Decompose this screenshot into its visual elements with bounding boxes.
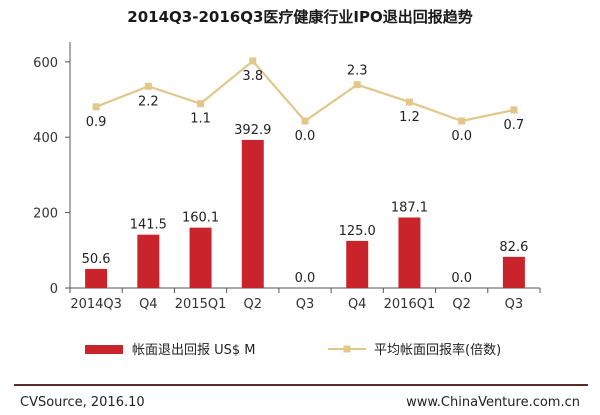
- x-tick-label: Q3: [296, 297, 315, 312]
- bar: [137, 234, 160, 288]
- line-data-label: 2.2: [138, 94, 159, 109]
- bar-data-label: 82.6: [499, 240, 528, 255]
- line-data-label: 2.3: [347, 64, 368, 79]
- bar-data-label: 125.0: [339, 224, 376, 239]
- x-tick-label: Q2: [452, 297, 471, 312]
- x-tick-label: 2016Q1: [384, 297, 436, 312]
- line-data-label: 1.1: [190, 112, 211, 127]
- line-data-label: 0.7: [504, 118, 525, 133]
- legend-bar-swatch: [85, 345, 123, 354]
- line-series: 0.9 2.2 1.1 3.8 0.0 2.3 1.2 0.0 0.7: [86, 57, 525, 144]
- chart-title: 2014Q3-2016Q3医疗健康行业IPO退出回报趋势: [127, 8, 472, 26]
- bar-data-label: 0.0: [295, 271, 316, 286]
- legend-line-label: 平均帐面回报率(倍数): [374, 342, 501, 358]
- line-data-label: 0.0: [451, 129, 472, 144]
- line-data-label: 3.8: [242, 69, 263, 84]
- y-tick-label: 200: [33, 207, 58, 222]
- line-point: [510, 106, 518, 114]
- bar: [502, 256, 525, 288]
- line-path: [95, 59, 515, 123]
- bar-data-label: 187.1: [391, 200, 428, 215]
- bar: [189, 227, 212, 288]
- bar: [85, 268, 108, 288]
- x-tick-label: Q3: [505, 297, 524, 312]
- line-point: [92, 103, 100, 111]
- line-data-label: 0.9: [86, 115, 107, 130]
- legend-line-marker: [343, 345, 351, 353]
- line-point: [197, 100, 205, 108]
- line-data-label: 0.0: [295, 129, 316, 144]
- bar-data-label: 141.5: [130, 218, 167, 233]
- x-tick-label: Q4: [139, 297, 158, 312]
- line-data-label: 1.2: [399, 110, 420, 125]
- x-tick-label: Q2: [244, 297, 263, 312]
- y-tick-label: 400: [33, 131, 58, 146]
- bar-data-label: 0.0: [451, 271, 472, 286]
- bar-data-label: 160.1: [182, 211, 219, 226]
- bar: [241, 139, 264, 288]
- line-point: [458, 117, 466, 125]
- line-point: [301, 117, 309, 125]
- line-point: [405, 98, 413, 106]
- x-axis-labels: 2014Q3 Q4 2015Q1 Q2 Q3 Q4 2016Q1 Q2 Q3: [70, 297, 523, 312]
- line-point: [249, 57, 257, 65]
- x-tick-label: 2015Q1: [175, 297, 227, 312]
- line-point: [353, 81, 361, 89]
- bar: [398, 217, 421, 288]
- bar-data-label: 392.9: [234, 123, 271, 138]
- x-tick-label: 2014Q3: [70, 297, 122, 312]
- line-point: [144, 82, 152, 90]
- bar: [346, 240, 369, 288]
- legend: 帐面退出回报 US$ M 平均帐面回报率(倍数): [85, 342, 501, 358]
- bar-series: 50.6 141.5 160.1 392.9 0.0 125.0 187.1 0.0 82.6: [82, 123, 528, 288]
- footer-site: www.ChinaVenture.com.cn: [406, 395, 580, 410]
- y-tick-label: 0: [50, 282, 58, 297]
- bar-data-label: 50.6: [82, 252, 111, 267]
- legend-bar-label: 帐面退出回报 US$ M: [132, 343, 256, 358]
- y-tick-label: 600: [33, 56, 58, 71]
- x-tick-label: Q4: [348, 297, 367, 312]
- footer-source: CVSource, 2016.10: [20, 395, 145, 410]
